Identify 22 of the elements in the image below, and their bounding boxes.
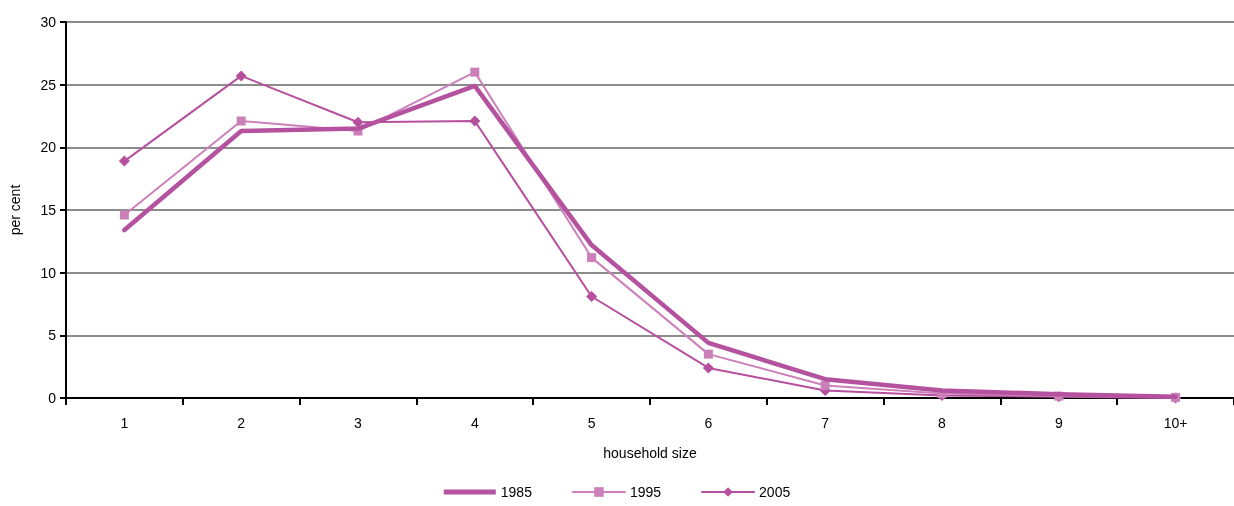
x-tick-label: 8 — [938, 415, 947, 431]
y-tick-label: 10 — [40, 264, 57, 281]
x-tick-label: 9 — [1054, 415, 1063, 431]
x-tick-label: 4 — [470, 415, 479, 431]
x-axis-title: household size — [603, 445, 697, 461]
x-tick-label: 3 — [354, 415, 363, 431]
y-tick-label: 15 — [40, 202, 57, 218]
y-tick-label: 20 — [40, 139, 57, 156]
y-tick-label: 0 — [48, 390, 57, 406]
x-tick-label: 1 — [120, 415, 129, 431]
y-tick-label: 5 — [48, 327, 57, 344]
y-tick-label: 25 — [40, 76, 57, 93]
y-tick-label: 30 — [40, 14, 57, 30]
x-tick-label: 5 — [587, 415, 596, 431]
legend-label: 1985 — [500, 484, 533, 500]
x-tick-label: 7 — [821, 415, 830, 431]
x-tick-label: 2 — [237, 415, 246, 431]
x-tick-label: 10+ — [1163, 415, 1188, 431]
legend-label: 1995 — [629, 484, 662, 500]
y-axis-title: per cent — [7, 184, 23, 236]
legend-label: 2005 — [759, 484, 791, 500]
x-tick-label: 6 — [704, 415, 713, 431]
